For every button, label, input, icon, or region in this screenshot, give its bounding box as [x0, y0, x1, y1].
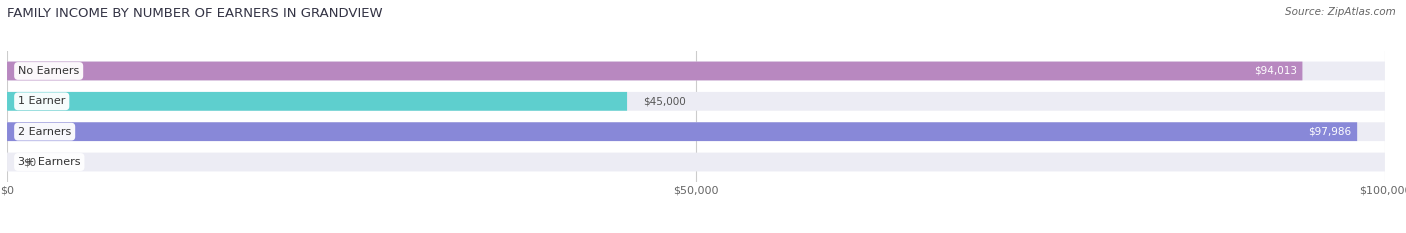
FancyBboxPatch shape — [7, 122, 1357, 141]
Text: FAMILY INCOME BY NUMBER OF EARNERS IN GRANDVIEW: FAMILY INCOME BY NUMBER OF EARNERS IN GR… — [7, 7, 382, 20]
Text: $97,986: $97,986 — [1309, 127, 1351, 137]
Text: 2 Earners: 2 Earners — [18, 127, 72, 137]
Text: 1 Earner: 1 Earner — [18, 96, 66, 106]
Text: $0: $0 — [24, 157, 37, 167]
Text: Source: ZipAtlas.com: Source: ZipAtlas.com — [1285, 7, 1396, 17]
FancyBboxPatch shape — [7, 92, 627, 111]
FancyBboxPatch shape — [7, 122, 1385, 141]
FancyBboxPatch shape — [7, 92, 1385, 111]
FancyBboxPatch shape — [7, 153, 1385, 171]
Text: No Earners: No Earners — [18, 66, 79, 76]
Text: $45,000: $45,000 — [644, 96, 686, 106]
Text: $94,013: $94,013 — [1254, 66, 1296, 76]
FancyBboxPatch shape — [7, 62, 1302, 80]
FancyBboxPatch shape — [7, 62, 1385, 80]
Text: 3+ Earners: 3+ Earners — [18, 157, 80, 167]
